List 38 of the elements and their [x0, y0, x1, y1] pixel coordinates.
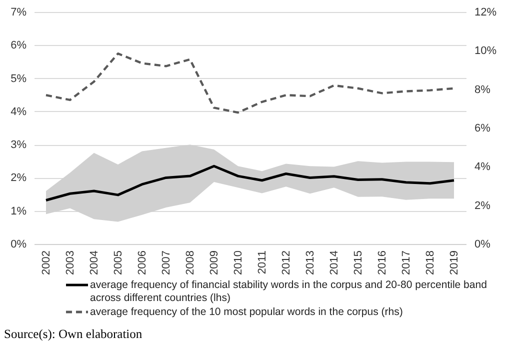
- y-tick-label: 2%: [10, 172, 27, 184]
- x-tick-label: 2014: [328, 250, 340, 275]
- line-series: [44, 164, 456, 202]
- y2-tick-label: 12%: [474, 6, 497, 18]
- y2-tick-label: 0%: [474, 238, 491, 250]
- legend-label: average frequency of financial stability words in the corpus and 20-80 percentile band across different countries (lhs): [90, 279, 488, 304]
- x-tick-label: 2008: [184, 250, 196, 275]
- x-tick-label: 2002: [40, 250, 52, 275]
- y-tick-label: 0%: [10, 238, 27, 250]
- x-tick-label: 2019: [448, 250, 460, 275]
- y2-tick-label: 2%: [474, 200, 491, 212]
- x-tick-label: 2012: [280, 250, 292, 275]
- y2-tick-label: 6%: [474, 122, 491, 134]
- y2-tick-label: 4%: [474, 161, 491, 174]
- x-tick-label: 2018: [424, 250, 436, 275]
- legend-label: average frequency of the 10 most popular words in the corpus (rhs): [90, 306, 403, 318]
- x-tick-label: 2007: [160, 250, 172, 275]
- x-tick-label: 2015: [352, 250, 364, 275]
- source-note: Source(s): Own elaboration: [4, 327, 143, 341]
- y-tick-label: 1%: [10, 205, 27, 218]
- x-tick-label: 2003: [64, 250, 76, 275]
- x-tick-label: 2004: [88, 250, 100, 275]
- x-tick-label: 2016: [376, 250, 388, 275]
- y2-tick-label: 10%: [474, 45, 497, 58]
- line-series: [44, 52, 456, 114]
- x-tick-label: 2005: [112, 250, 124, 275]
- y2-tick-label: 8%: [474, 84, 491, 96]
- x-tick-label: 2009: [208, 250, 220, 275]
- y-tick-label: 4%: [10, 106, 27, 118]
- y-tick-label: 3%: [10, 139, 27, 152]
- y-tick-label: 6%: [10, 40, 27, 52]
- x-tick-label: 2013: [304, 250, 316, 275]
- x-tick-label: 2011: [256, 250, 268, 274]
- y-tick-label: 7%: [10, 6, 27, 18]
- x-tick-label: 2006: [136, 250, 148, 275]
- x-tick-label: 2017: [400, 250, 412, 275]
- y-tick-label: 5%: [10, 72, 27, 85]
- x-tick-label: 2010: [232, 250, 244, 275]
